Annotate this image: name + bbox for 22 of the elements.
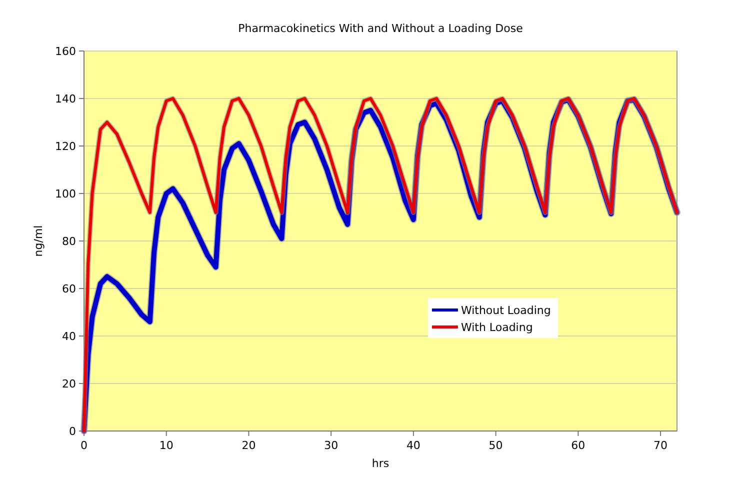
x-tick-label: 10 bbox=[159, 439, 174, 452]
y-tick-label: 140 bbox=[55, 92, 76, 106]
y-axis-title: ng/ml bbox=[32, 225, 45, 257]
x-tick-label: 60 bbox=[571, 439, 586, 452]
chart-title: Pharmacokinetics With and Without a Loading Dose bbox=[238, 22, 524, 35]
y-tick-label: 60 bbox=[62, 282, 76, 296]
y-tick-label: 20 bbox=[62, 377, 76, 390]
legend-label: Without Loading bbox=[460, 304, 551, 317]
x-tick-label: 20 bbox=[242, 439, 256, 452]
x-tick-label: 70 bbox=[654, 439, 668, 452]
y-tick-label: 160 bbox=[55, 44, 76, 58]
legend-label: With Loading bbox=[460, 320, 533, 334]
y-tick-label: 120 bbox=[55, 140, 76, 153]
x-tick-label: 50 bbox=[488, 439, 503, 452]
x-axis-title: hrs bbox=[372, 457, 390, 470]
y-tick-label: 40 bbox=[62, 330, 76, 343]
x-tick-label: 30 bbox=[324, 439, 338, 452]
y-tick-label: 80 bbox=[62, 234, 76, 248]
y-tick-label: 0 bbox=[69, 424, 76, 438]
y-tick-label: 100 bbox=[55, 187, 76, 200]
x-tick-label: 40 bbox=[406, 439, 420, 452]
x-tick-label: 0 bbox=[80, 439, 88, 452]
